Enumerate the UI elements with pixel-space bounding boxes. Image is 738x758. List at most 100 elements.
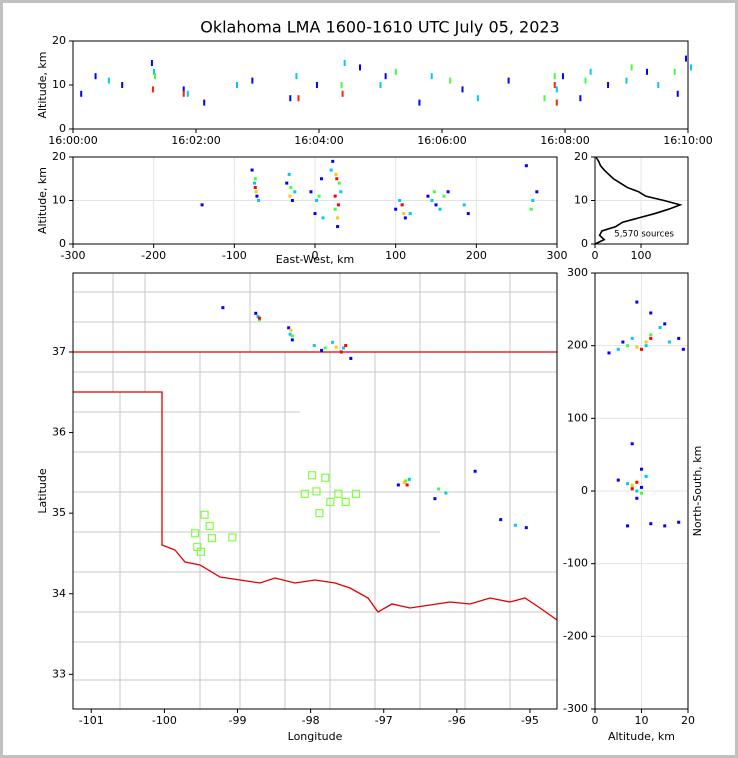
station — [315, 509, 324, 518]
x-tick-label: -96 — [448, 714, 466, 727]
source-point — [635, 300, 639, 304]
source-point — [289, 328, 293, 332]
y-tick-label: -100 — [563, 557, 588, 570]
source-point — [444, 491, 448, 495]
source-point — [343, 60, 346, 66]
source-point — [333, 207, 337, 211]
source-point — [336, 225, 340, 229]
station — [307, 471, 317, 480]
source-point — [402, 481, 406, 485]
x-tick-label: -97 — [375, 714, 393, 727]
source-point — [579, 95, 582, 102]
source-point — [250, 168, 254, 172]
y-axis-label: Altitude, km — [36, 51, 49, 118]
source-point — [535, 190, 539, 194]
source-point — [151, 86, 154, 93]
source-point — [408, 212, 412, 216]
source-point — [607, 82, 610, 88]
x-tick-label: 100 — [385, 249, 406, 262]
source-point — [257, 318, 261, 322]
source-point — [200, 203, 204, 207]
source-point — [321, 216, 325, 220]
station — [312, 487, 321, 496]
source-point — [434, 203, 438, 207]
source-point — [433, 497, 437, 501]
y-axis-label: Latitude — [36, 468, 49, 514]
source-point — [315, 199, 319, 202]
source-point — [256, 315, 260, 319]
source-point — [315, 82, 318, 88]
source-point — [152, 68, 155, 75]
source-point — [339, 350, 343, 354]
station — [326, 497, 335, 506]
source-point — [426, 194, 430, 198]
source-point — [473, 469, 477, 473]
source-point — [499, 518, 503, 522]
source-point — [341, 90, 344, 97]
station — [228, 533, 237, 542]
source-point — [203, 99, 206, 106]
source-point — [290, 334, 294, 338]
source-point — [626, 524, 630, 528]
source-point — [690, 64, 693, 71]
y-tick-label: 36 — [52, 426, 66, 439]
x-tick-label: 16:04:00 — [294, 134, 343, 147]
source-point — [251, 77, 254, 84]
station — [341, 497, 350, 506]
source-point — [337, 181, 341, 185]
annotation: 5,570 sources — [614, 230, 674, 240]
source-point — [644, 474, 648, 478]
source-point — [555, 86, 558, 93]
source-point — [462, 203, 466, 207]
x-tick-label: 16:08:00 — [540, 134, 589, 147]
source-point — [630, 442, 634, 446]
x-tick-label: -95 — [521, 714, 539, 727]
source-point — [331, 159, 335, 163]
source-point — [319, 177, 323, 181]
source-point — [285, 181, 289, 185]
source-point — [621, 340, 625, 344]
y-tick-label: 0 — [581, 237, 588, 250]
source-point — [254, 311, 258, 315]
source-point — [607, 351, 611, 355]
plot-frame — [72, 156, 558, 245]
x-tick-label: -100 — [222, 249, 247, 262]
source-point — [635, 489, 639, 493]
source-point — [287, 172, 291, 176]
x-tick-label: -99 — [229, 714, 247, 727]
y-axis-label: North-South, km — [691, 446, 704, 537]
source-point — [513, 523, 517, 527]
y-tick-label: 300 — [567, 266, 588, 279]
x-tick-label: 300 — [547, 249, 568, 262]
source-point — [253, 177, 257, 181]
x-tick-label: -101 — [79, 714, 104, 727]
source-point — [640, 485, 643, 489]
y-tick-label: -300 — [563, 702, 588, 715]
source-point — [336, 203, 340, 207]
y-tick-label: 34 — [52, 587, 66, 600]
y-tick-label: 0 — [59, 237, 66, 250]
source-point — [553, 73, 556, 80]
source-point — [529, 207, 533, 211]
source-point — [400, 203, 404, 207]
source-point — [80, 90, 83, 97]
source-point — [313, 212, 317, 216]
source-point — [635, 496, 639, 500]
source-point — [398, 199, 402, 202]
source-point — [344, 344, 348, 348]
source-point — [336, 216, 340, 220]
source-point — [329, 168, 333, 172]
figure-title: Oklahoma LMA 1600-1610 UTC July 05, 2023 — [200, 18, 559, 37]
x-tick-label: 16:06:00 — [417, 134, 466, 147]
source-point — [430, 199, 434, 202]
source-point — [394, 207, 398, 211]
source-point — [288, 194, 292, 198]
source-point — [405, 483, 409, 487]
y-tick-label: 100 — [567, 411, 588, 424]
source-point — [339, 190, 343, 194]
source-point — [449, 77, 452, 84]
source-point — [635, 480, 639, 484]
source-point — [649, 522, 653, 526]
station — [300, 489, 309, 498]
x-axis-label: East-West, km — [276, 253, 354, 266]
